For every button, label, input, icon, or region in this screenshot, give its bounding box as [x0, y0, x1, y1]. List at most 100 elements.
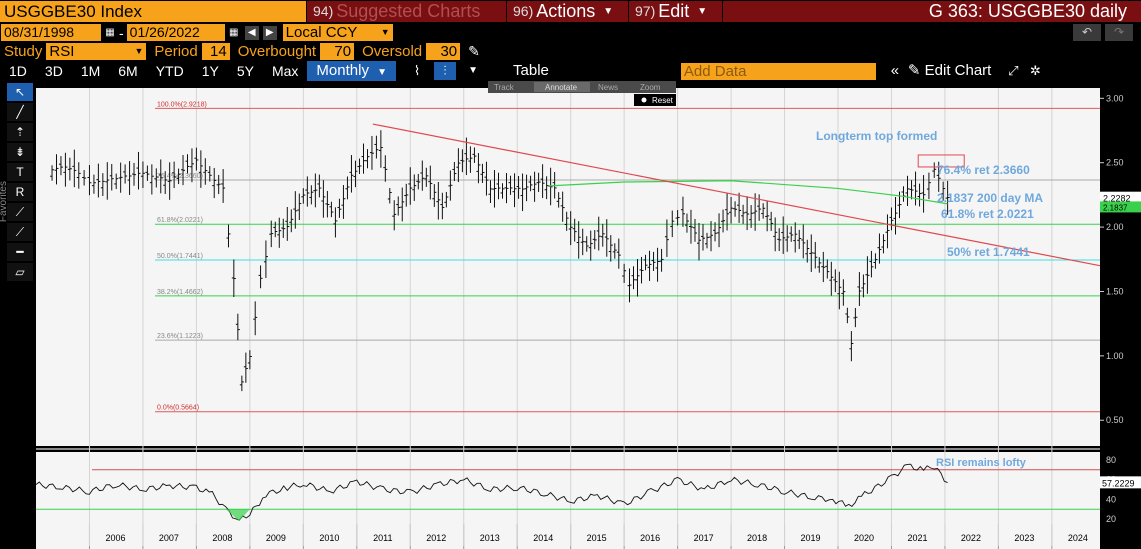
collapse-icon[interactable]: «: [890, 62, 900, 79]
dollar-tool-icon[interactable]: ⇟: [7, 143, 33, 161]
y-tick-label: 1.50: [1106, 286, 1124, 296]
x-tick-label: 2022: [961, 533, 981, 543]
frequency-value: Monthly: [316, 62, 369, 79]
retracement-tool-icon[interactable]: R: [7, 183, 33, 201]
shape-tool-icon[interactable]: ▱: [7, 263, 33, 281]
rsi-line: [35, 463, 948, 521]
x-tick-label: 2021: [907, 533, 927, 543]
rsi-y-tick-label: 80: [1106, 455, 1116, 465]
oversold-input[interactable]: 30: [426, 43, 461, 60]
horizontal-line-icon[interactable]: ━: [7, 243, 33, 261]
study-label: Study: [4, 43, 43, 60]
trendline: [372, 123, 1101, 267]
pencil-icon[interactable]: ✎: [468, 43, 480, 59]
trend-tool-icon[interactable]: ⟋: [7, 203, 33, 221]
x-tick-label: 2023: [1014, 533, 1034, 543]
y-tick-label: 1.00: [1106, 351, 1124, 361]
expand-icon[interactable]: ⤢: [1008, 63, 1019, 78]
edit-menu[interactable]: 97) Edit ▼: [628, 1, 722, 22]
price-bars: [50, 130, 950, 392]
rsi-y-tick-label: 40: [1106, 494, 1116, 504]
channel-tool-icon[interactable]: ⟋: [7, 223, 33, 241]
annotate-button[interactable]: Annotate: [545, 83, 578, 92]
moving-average: [549, 180, 948, 205]
cursor-tool-icon[interactable]: ↖: [7, 83, 33, 101]
suggested-charts-menu[interactable]: 94) Suggested Charts: [306, 1, 506, 22]
start-date-input[interactable]: 08/31/1998: [1, 24, 101, 41]
y-tick-label: 2.50: [1106, 158, 1124, 168]
end-calendar-icon[interactable]: ▦: [226, 25, 241, 40]
y-tick-label: 0.50: [1106, 415, 1124, 425]
rsi-last-label: 57.2229: [1102, 478, 1135, 488]
date-separator: -: [119, 24, 124, 41]
range-5y[interactable]: 5Y: [236, 63, 254, 79]
actions-num: 96): [513, 3, 534, 19]
line-chart-icon[interactable]: ⌇: [413, 63, 421, 78]
range-ytd[interactable]: YTD: [155, 63, 184, 79]
fib-label: 50.0%(1.7441): [157, 253, 203, 260]
range-6m[interactable]: 6M: [118, 63, 138, 79]
currency-select[interactable]: Local CCY ▼: [282, 24, 393, 41]
bar-chart-icon[interactable]: ⫶: [434, 62, 457, 80]
chart-type-dropdown-icon[interactable]: ▼: [468, 65, 478, 76]
actions-dropdown-icon: ▼: [603, 6, 614, 17]
top-highlight-box: [917, 154, 965, 168]
study-bar: Study RSI ▼ Period 14 Overbought 70 Over…: [0, 42, 1141, 61]
redo-button[interactable]: ↷: [1105, 24, 1133, 41]
prev-period-button[interactable]: ◀: [244, 25, 259, 40]
undo-button[interactable]: ↶: [1073, 24, 1101, 41]
overbought-input[interactable]: 70: [320, 43, 355, 60]
actions-label: Actions: [536, 1, 596, 21]
table-button[interactable]: Table: [513, 62, 549, 79]
start-calendar-icon[interactable]: ▦: [103, 25, 117, 40]
study-select[interactable]: RSI ▼: [46, 43, 147, 60]
range-max[interactable]: Max: [271, 63, 299, 79]
annotation-longterm-top: Longterm top formed: [816, 129, 937, 143]
frequency-dropdown-icon: ▼: [377, 67, 388, 78]
suggested-charts-label: Suggested Charts: [336, 1, 481, 21]
zoom-button[interactable]: Zoom: [640, 83, 661, 92]
ticker-field[interactable]: USGGBE30 Index: [0, 1, 306, 22]
reset-icon: [641, 97, 647, 103]
currency-value: Local CCY: [285, 24, 358, 41]
x-tick-label: 2017: [694, 533, 714, 543]
x-tick-label: 2013: [480, 533, 500, 543]
end-date-input[interactable]: 01/26/2022: [126, 24, 225, 41]
annotation-fib62: 61.8% ret 2.0221: [941, 207, 1034, 221]
suggested-charts-num: 94): [313, 3, 334, 19]
x-tick-label: 2024: [1068, 533, 1088, 543]
track-button[interactable]: Track: [494, 83, 515, 92]
y-tick-label: 2.00: [1106, 222, 1124, 232]
x-tick-label: 2009: [266, 533, 286, 543]
study-value: RSI: [49, 43, 75, 60]
period-input[interactable]: 14: [201, 43, 230, 60]
oversold-label: Oversold: [362, 43, 423, 60]
ma-price-label: 2.1837: [1103, 203, 1128, 212]
edit-chart-button[interactable]: ✎ Edit Chart: [906, 61, 1000, 81]
add-data-input[interactable]: Add Data: [680, 62, 876, 80]
range-3d[interactable]: 3D: [44, 63, 63, 79]
y-axis-bg: [1100, 81, 1141, 549]
edit-label: Edit: [658, 1, 690, 21]
range-1y[interactable]: 1Y: [201, 63, 219, 79]
study-dropdown-icon: ▼: [134, 46, 144, 56]
reset-button[interactable]: Reset: [652, 96, 674, 105]
price-chart[interactable]: 2006 2007 2008 2009 2010 2011 2012 2013 2014 2015…: [0, 81, 1141, 549]
range-1d[interactable]: 1D: [9, 63, 27, 79]
frequency-select[interactable]: Monthly ▼: [307, 61, 397, 81]
fib-label: 100.0%(2.9218): [157, 101, 207, 108]
x-tick-label: 2010: [319, 533, 339, 543]
ma-price-tag: [1100, 201, 1141, 213]
percent-tool-icon[interactable]: ⇡: [7, 123, 33, 141]
x-tick-label: 2018: [747, 533, 767, 543]
last-price-label: 2.2282: [1103, 194, 1131, 204]
edit-chart-pencil-icon: ✎: [907, 62, 925, 79]
settings-gear-icon[interactable]: ✲: [1029, 63, 1041, 78]
actions-menu[interactable]: 96) Actions ▼: [506, 1, 628, 22]
text-tool-icon[interactable]: T: [7, 163, 33, 181]
line-tool-icon[interactable]: ╱: [7, 103, 33, 121]
next-period-button[interactable]: ▶: [262, 25, 277, 40]
range-1m[interactable]: 1M: [80, 63, 101, 79]
news-button[interactable]: News: [598, 83, 618, 92]
y-tick-label: 3.00: [1106, 93, 1124, 103]
